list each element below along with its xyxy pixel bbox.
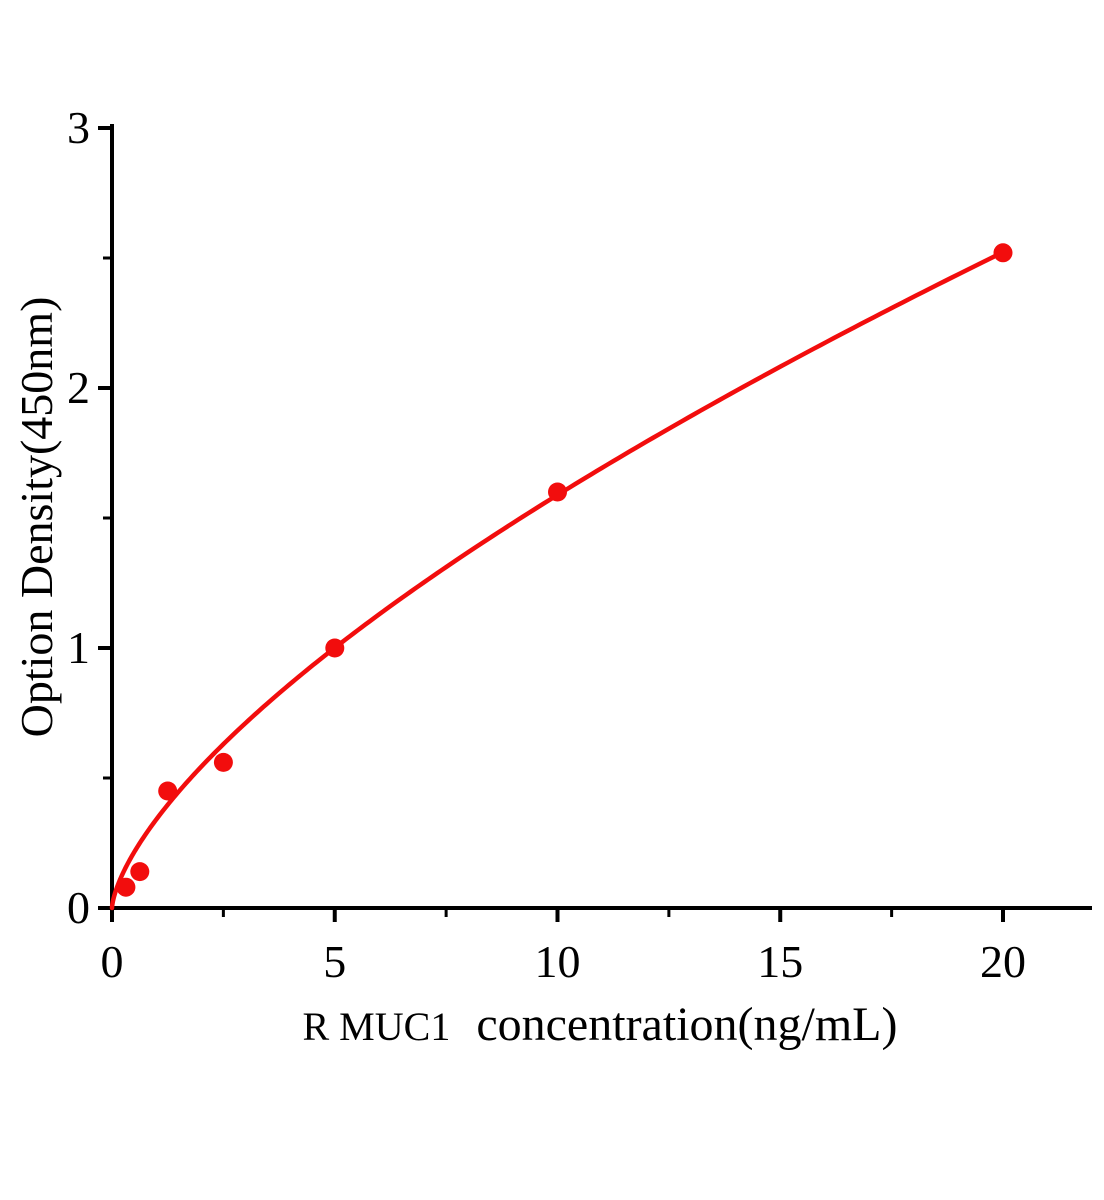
y-axis-ticks — [98, 126, 112, 910]
data-point — [116, 877, 136, 897]
data-point — [158, 781, 178, 801]
x-axis-tick-labels: 0 5 10 15 20 — [101, 936, 1027, 987]
y-tick-label: 3 — [67, 102, 90, 153]
data-point — [325, 638, 345, 658]
x-axis-title-main: concentration(ng/mL) — [476, 998, 897, 1051]
data-point — [548, 482, 567, 502]
y-tick-label: 2 — [67, 362, 90, 413]
x-tick-label: 20 — [980, 936, 1026, 987]
fit-curve-line — [109, 249, 1006, 911]
data-point — [130, 862, 150, 882]
y-tick-label: 1 — [67, 622, 90, 673]
y-tick-label: 0 — [67, 882, 90, 933]
y-axis-title: Option Density(450nm) — [11, 297, 62, 738]
x-tick-label: 15 — [757, 936, 803, 987]
x-axis-title: R MUC1 concentration(ng/mL) — [303, 998, 898, 1051]
x-axis-ticks — [110, 908, 1005, 922]
axes — [110, 124, 1092, 910]
x-axis-title-prefix: R MUC1 — [303, 1004, 451, 1049]
x-tick-label: 5 — [323, 936, 346, 987]
y-axis-tick-labels: 0 1 2 3 — [67, 102, 90, 933]
data-point — [213, 752, 233, 772]
x-tick-label: 0 — [101, 936, 124, 987]
data-point — [993, 243, 1013, 263]
data-points — [116, 243, 1013, 897]
x-tick-label: 10 — [535, 936, 581, 987]
